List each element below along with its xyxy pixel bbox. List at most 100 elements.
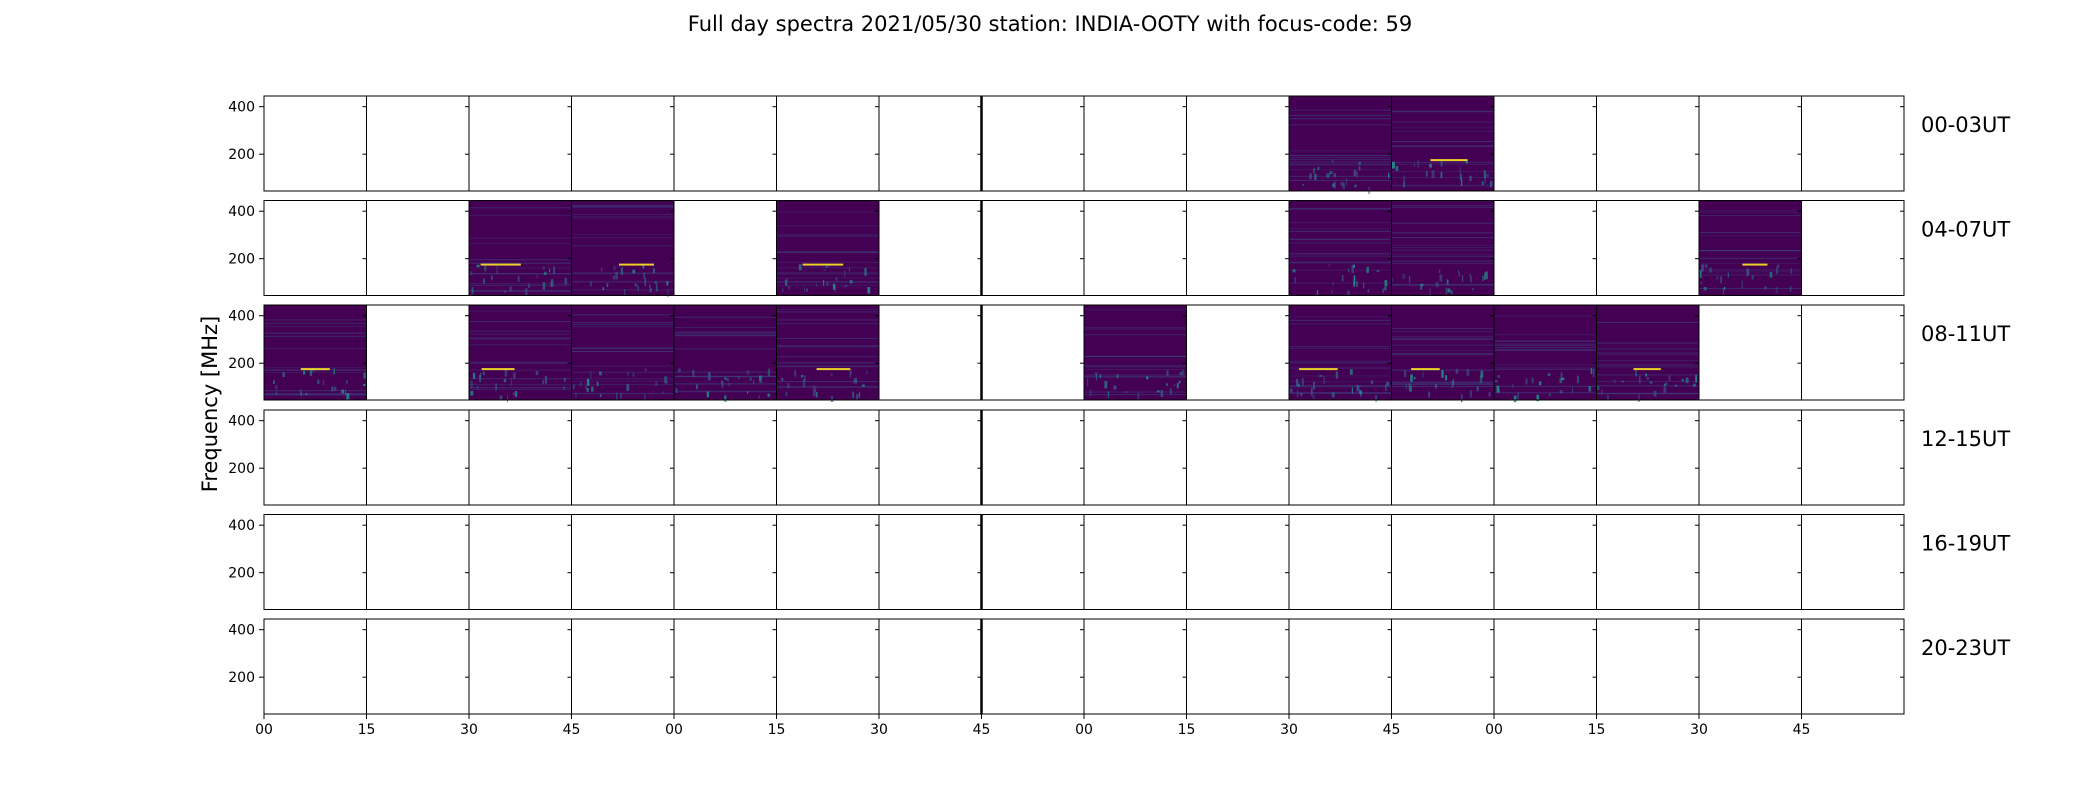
panel-frame [468, 409, 572, 506]
panel-frame [1288, 618, 1392, 715]
panel-frame [366, 304, 470, 401]
x-tick-label: 00 [1075, 722, 1093, 738]
spectrogram-texture [571, 205, 674, 298]
panel-frame [263, 514, 367, 610]
spectra-row: 200 400 04-07UT [228, 200, 2010, 298]
y-tick-label: 400 [228, 518, 255, 534]
spectrogram-texture [1084, 309, 1187, 401]
x-tick-label: 15 [768, 722, 786, 738]
spectrogram-panel [1084, 305, 1187, 400]
spectrogram-texture [264, 319, 367, 401]
spectrogram-panel [571, 200, 674, 296]
panel-frame [981, 409, 1085, 506]
spectrogram-texture [1391, 328, 1494, 403]
spectra-row: 200 400 20-23UT [228, 618, 2010, 715]
panel-frame [1186, 409, 1290, 506]
y-tick-label: 200 [228, 147, 255, 163]
y-tick-label: 400 [228, 100, 255, 116]
y-tick-label: 200 [228, 461, 255, 477]
panel-frame [1698, 95, 1802, 192]
panel-frame [981, 618, 1085, 715]
panel-frame [571, 514, 675, 610]
panel-frame [673, 200, 777, 296]
panel-frame [468, 618, 572, 715]
spectrogram-panel [1289, 200, 1392, 296]
panel-frame [1801, 514, 1905, 610]
panel-frame [1801, 618, 1905, 715]
spectrogram-texture [776, 211, 879, 294]
spectrogram-texture [469, 207, 572, 296]
x-tick-label: 30 [870, 722, 888, 738]
panel-frame [263, 95, 367, 192]
spectra-row: 200 400 12-15UT [228, 409, 2010, 506]
spectra-row: 200 400 08-11UT [228, 304, 2010, 403]
panel-frame [878, 304, 982, 401]
panel-frame [1493, 514, 1597, 610]
spectrogram-texture [469, 310, 572, 403]
panel-frame [981, 514, 1085, 610]
panel-frame [1801, 304, 1905, 401]
spectrogram-panel [1289, 305, 1392, 400]
panel-frame [1493, 618, 1597, 715]
spectra-row: 200 400 00-03UT [228, 95, 2010, 195]
panel-frame [1083, 409, 1187, 506]
panel-frame [673, 409, 777, 506]
panel-frame [366, 95, 470, 192]
panel-frame [776, 95, 880, 192]
spectrogram-panel [1699, 200, 1802, 296]
y-axis-label: Frequency [MHz] [198, 316, 222, 492]
panel-frame [776, 514, 880, 610]
panel-frame [878, 514, 982, 610]
panel-frame [468, 514, 572, 610]
y-tick-label: 400 [228, 309, 255, 325]
spectrogram-texture [674, 316, 777, 402]
spectrogram-texture [776, 309, 879, 402]
row-label: 04-07UT [1921, 218, 2010, 242]
panel-frame [1391, 409, 1495, 506]
panel-frame [776, 618, 880, 715]
panel-frame [1083, 618, 1187, 715]
spectrogram-texture [1289, 316, 1392, 402]
spectrogram-panel [1289, 96, 1392, 191]
panel-frame [1083, 95, 1187, 192]
panel-frame [1698, 304, 1802, 401]
panel-frame [571, 618, 675, 715]
row-label: 16-19UT [1921, 532, 2010, 556]
y-tick-label: 400 [228, 414, 255, 430]
x-tick-label: 45 [563, 722, 581, 738]
panel-frame [1698, 514, 1802, 610]
x-tick-label: 45 [1383, 722, 1401, 738]
spectrogram-texture [1391, 110, 1494, 188]
panel-frame [1288, 409, 1392, 506]
row-label: 08-11UT [1921, 322, 2010, 346]
panel-frame [878, 200, 982, 296]
panel-frame [366, 514, 470, 610]
panel-frame [1698, 618, 1802, 715]
spectrogram-panel [674, 305, 777, 400]
panel-frame [1186, 95, 1290, 192]
panel-frame [1186, 304, 1290, 401]
x-tick-label: 15 [358, 722, 376, 738]
panel-frame [981, 95, 1085, 192]
panel-frame [776, 409, 880, 506]
panel-frame [673, 514, 777, 610]
x-tick-label: 30 [460, 722, 478, 738]
panel-frame [878, 95, 982, 192]
panel-frame [366, 409, 470, 506]
chart-title: Full day spectra 2021/05/30 station: IND… [688, 12, 1412, 36]
spectrogram-texture [1289, 208, 1392, 296]
panel-frame [1493, 95, 1597, 192]
spectrogram-texture [571, 314, 674, 401]
panel-frame [263, 409, 367, 506]
y-tick-label: 400 [228, 623, 255, 639]
y-tick-label: 200 [228, 252, 255, 268]
panel-frame [1083, 514, 1187, 610]
panel-frame [1186, 514, 1290, 610]
panel-frame [1186, 200, 1290, 296]
panel-frame [366, 200, 470, 296]
panel-frame [1493, 200, 1597, 296]
spectra-row: 200 400 16-19UT [228, 514, 2010, 610]
panel-frame [571, 95, 675, 192]
spectrogram-panel [1391, 96, 1494, 191]
